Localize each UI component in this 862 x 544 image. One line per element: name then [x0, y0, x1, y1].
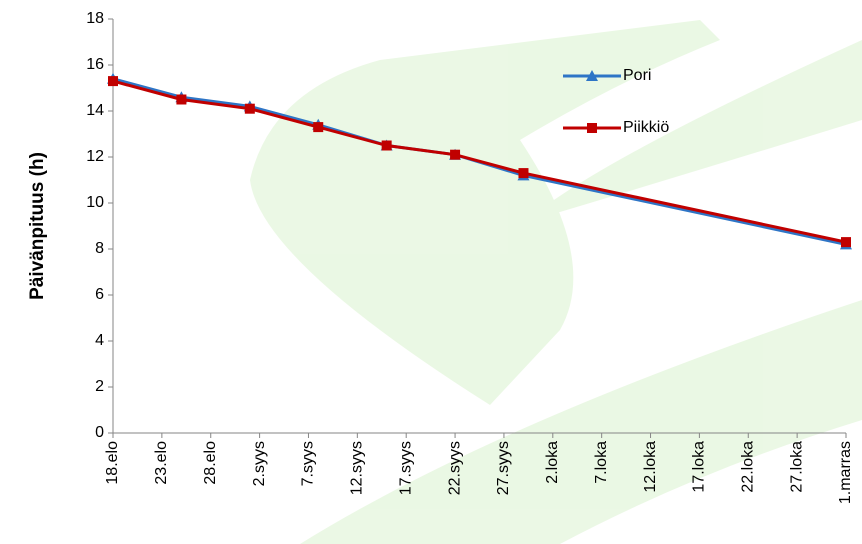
marker	[313, 122, 324, 133]
x-tick-label: 22.loka	[739, 441, 756, 493]
x-tick-label: 2.syys	[251, 441, 268, 486]
marker	[176, 94, 187, 105]
marker	[841, 237, 851, 248]
x-tick-label: 2.loka	[544, 441, 561, 484]
x-tick-label: 1.marras	[837, 441, 854, 504]
y-tick-label: 12	[86, 148, 104, 165]
y-tick-label: 2	[95, 378, 104, 395]
x-tick-label: 12.syys	[349, 441, 366, 495]
x-tick-label: 23.elo	[153, 441, 170, 485]
x-tick-label: 27.loka	[788, 441, 805, 493]
marker	[381, 140, 392, 151]
y-tick-label: 16	[86, 56, 104, 73]
marker	[518, 168, 529, 179]
y-tick-label: 6	[95, 286, 104, 303]
x-tick-label: 17.syys	[397, 441, 414, 495]
legend: Pori Piikkiö	[563, 67, 669, 136]
y-tick-label: 10	[86, 194, 104, 211]
y-tick-label: 4	[95, 332, 104, 349]
marker	[586, 70, 598, 81]
marker	[587, 123, 597, 133]
y-tick-label: 14	[86, 102, 104, 119]
y-tick-label: 0	[95, 424, 104, 441]
legend-label: Piikkiö	[623, 119, 669, 136]
marker	[108, 76, 118, 87]
y-axis-label: Päivänpituus (h)	[27, 152, 48, 300]
x-tick-label: 27.syys	[495, 441, 512, 495]
background-decoration	[250, 20, 862, 544]
x-tick-label: 12.loka	[642, 441, 659, 493]
x-tick-label: 18.elo	[104, 441, 121, 485]
x-tick-label: 7.syys	[300, 441, 317, 486]
x-tick-label: 22.syys	[446, 441, 463, 495]
legend-label: Pori	[623, 67, 651, 84]
y-tick-label: 18	[86, 10, 104, 27]
y-tick-label: 8	[95, 240, 104, 257]
marker	[450, 149, 461, 160]
x-tick-label: 28.elo	[202, 441, 219, 485]
x-tick-label: 7.loka	[593, 441, 610, 484]
x-tick-label: 17.loka	[691, 441, 708, 493]
marker	[244, 103, 255, 114]
series-line	[112, 79, 847, 244]
